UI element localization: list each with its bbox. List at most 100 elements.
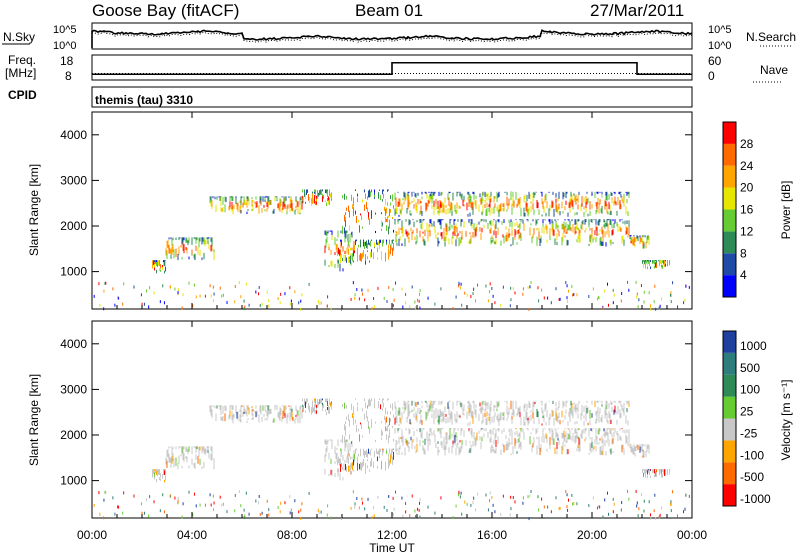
power-pixel (344, 193, 345, 200)
power-pixel (583, 206, 585, 210)
velocity-speck (219, 495, 221, 499)
power-pixel (168, 244, 170, 254)
power-pixel (598, 219, 600, 226)
velocity-pixel (403, 410, 405, 414)
power-pixel (495, 238, 497, 245)
velocity-pixel (572, 416, 574, 419)
power-pixel (452, 192, 454, 201)
power-pixel (191, 249, 193, 255)
power-pixel (337, 250, 338, 256)
power-pixel (456, 235, 458, 238)
cpid-text: themis (tau) 3310 (95, 93, 193, 107)
power-speck (477, 283, 479, 287)
velocity-pixel (478, 413, 480, 421)
velocity-pixel (351, 441, 352, 444)
velocity-pixel (653, 469, 654, 473)
power-pixel (588, 225, 590, 228)
velocity-pixel (291, 408, 293, 413)
velocity-pixel (542, 415, 544, 419)
velocity-pixel (400, 437, 402, 440)
velocity-pixel (295, 417, 297, 420)
power-speck (653, 300, 655, 304)
power-speck (636, 292, 638, 296)
power-pixel (355, 210, 356, 215)
power-pixel (420, 219, 422, 223)
velocity-pixel (606, 413, 608, 423)
velocity-pixel (252, 413, 254, 420)
velocity-speck (419, 501, 421, 505)
velocity-pixel (628, 400, 630, 407)
velocity-pixel (567, 421, 569, 426)
power-pixel (568, 219, 570, 222)
velocity-pixel (438, 415, 440, 425)
velocity-pixel (610, 428, 612, 434)
velocity-pixel (566, 400, 568, 403)
power-pixel (612, 228, 614, 235)
velocity-pixel (154, 472, 155, 477)
power-pixel (475, 200, 477, 209)
power-pixel (440, 220, 442, 230)
velocity-pixel (468, 408, 470, 414)
velocity-pixel (171, 455, 173, 464)
power-pixel (172, 244, 174, 252)
power-pixel (346, 196, 347, 200)
velocity-pixel (457, 428, 459, 431)
power-pixel (327, 189, 328, 192)
velocity-pixel (567, 433, 569, 440)
velocity-pixel (629, 445, 631, 449)
velocity-pixel (563, 437, 565, 443)
velocity-pixel (647, 444, 649, 448)
y-tick-label: 2000 (60, 428, 87, 442)
velocity-speck (210, 503, 212, 507)
power-pixel (458, 205, 460, 209)
velocity-pixel (623, 448, 625, 455)
power-pixel (445, 225, 447, 232)
power-speck (112, 287, 114, 291)
velocity-pixel (155, 469, 156, 472)
power-pixel (275, 196, 277, 198)
power-pixel (392, 194, 393, 202)
velocity-pixel (170, 458, 172, 463)
power-pixel (574, 219, 576, 226)
velocity-pixel (175, 457, 177, 467)
velocity-pixel (258, 414, 260, 423)
power-pixel (482, 204, 484, 214)
velocity-pixel (581, 404, 583, 413)
velocity-pixel (265, 410, 267, 413)
velocity-speck (212, 508, 214, 512)
velocity-pixel (575, 434, 577, 441)
velocity-pixel (264, 407, 266, 409)
velocity-pixel (475, 404, 477, 408)
power-pixel (448, 197, 450, 206)
velocity-pixel (299, 406, 301, 415)
velocity-pixel (342, 455, 344, 461)
power-colorbar-tick: 28 (740, 137, 754, 151)
velocity-pixel (531, 445, 533, 453)
power-pixel (492, 220, 494, 226)
velocity-pixel (434, 400, 436, 403)
power-pixel (365, 254, 366, 262)
velocity-pixel (648, 445, 650, 454)
velocity-pixel (374, 398, 375, 402)
power-pixel (304, 189, 305, 191)
velocity-pixel (363, 448, 364, 456)
power-pixel (493, 206, 495, 214)
velocity-pixel (460, 402, 462, 408)
power-pixel (587, 213, 589, 217)
velocity-pixel (196, 446, 198, 450)
velocity-pixel (339, 458, 340, 465)
power-pixel (330, 249, 332, 255)
power-pixel (265, 196, 267, 198)
velocity-pixel (645, 469, 646, 471)
power-pixel (314, 189, 315, 192)
power-pixel (201, 237, 203, 245)
power-pixel (574, 212, 576, 216)
power-pixel (441, 191, 443, 195)
power-pixel (382, 199, 383, 202)
velocity-pixel (515, 400, 517, 409)
velocity-pixel (360, 448, 361, 457)
velocity-pixel (267, 411, 269, 415)
power-pixel (610, 210, 612, 215)
power-speck (670, 300, 672, 304)
power-pixel (351, 254, 352, 259)
